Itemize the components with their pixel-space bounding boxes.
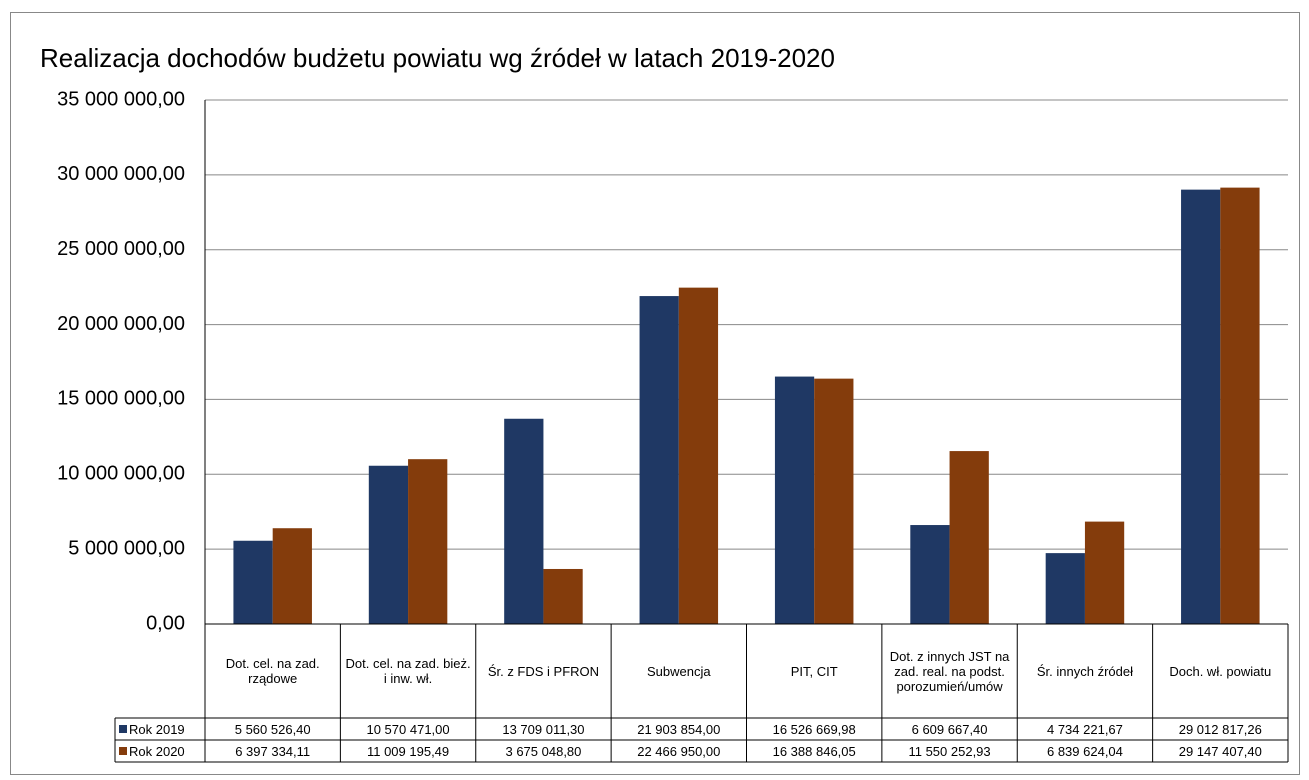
x-tick-label: PIT, CIT	[790, 663, 838, 679]
y-tick-label: 30 000 000,00	[57, 163, 185, 185]
chart-title: Realizacja dochodów budżetu powiatu wg ź…	[40, 43, 835, 73]
bar	[949, 451, 989, 624]
data-label: 22 466 950,00	[637, 743, 721, 759]
y-tick-label: 20 000 000,00	[57, 313, 185, 335]
x-tick-label: Subwencja	[647, 663, 711, 679]
data-label: 11 550 252,93	[908, 743, 991, 759]
data-label: 4 734 221,67	[1046, 721, 1123, 737]
x-tick-label: Dot. z innych JST na zad. real. na podst…	[889, 648, 1010, 694]
bar	[272, 528, 312, 624]
data-label: 13 709 011,30	[502, 721, 585, 737]
y-tick-label: 15 000 000,00	[57, 388, 185, 410]
data-label: 10 570 471,00	[366, 721, 450, 737]
bar	[408, 459, 448, 624]
legend-label: Rok 2019	[129, 721, 185, 737]
x-tick-label: Śr. z FDS i PFRON	[487, 663, 600, 679]
bar	[774, 376, 815, 624]
x-tick-label: Śr. innych źródeł	[1036, 663, 1133, 679]
x-tick-label: Doch. wł. powiatu	[1169, 663, 1272, 679]
bar	[678, 287, 719, 624]
legend-swatch	[119, 725, 127, 733]
y-tick-label: 25 000 000,00	[57, 238, 185, 260]
y-tick-label: 0,00	[146, 612, 185, 634]
bar	[814, 378, 854, 624]
data-label: 5 560 526,40	[234, 721, 311, 737]
y-tick-label: 35 000 000,00	[57, 88, 185, 110]
y-tick-label: 5 000 000,00	[68, 537, 185, 559]
bar	[1084, 521, 1125, 624]
data-label: 6 397 334,11	[235, 743, 311, 759]
x-tick-label: Dot. cel. na zad. rządowe	[225, 656, 320, 686]
bar	[504, 418, 544, 624]
y-tick-label: 10 000 000,00	[57, 463, 185, 485]
bar	[639, 296, 679, 624]
data-label: 6 609 667,40	[911, 721, 988, 737]
x-tick-label: Dot. cel. na zad. bież. i inw. wł.	[345, 656, 471, 686]
data-label: 16 526 669,98	[772, 721, 856, 737]
bar	[1181, 189, 1221, 625]
bar	[910, 525, 950, 624]
data-label: 6 839 624,04	[1046, 743, 1123, 759]
bar	[233, 540, 273, 624]
data-label: 21 903 854,00	[637, 721, 721, 737]
bar	[368, 465, 409, 624]
data-label: 3 675 048,80	[505, 743, 582, 759]
data-label: 11 009 195,49	[366, 743, 450, 759]
data-label: 29 147 407,40	[1178, 743, 1262, 759]
data-label: 29 012 817,26	[1178, 721, 1262, 737]
bar	[543, 568, 583, 624]
legend-swatch	[119, 747, 127, 755]
bar	[1220, 187, 1260, 624]
data-label: 16 388 846,05	[772, 743, 856, 759]
legend-label: Rok 2020	[129, 743, 185, 759]
bar	[1045, 553, 1085, 624]
